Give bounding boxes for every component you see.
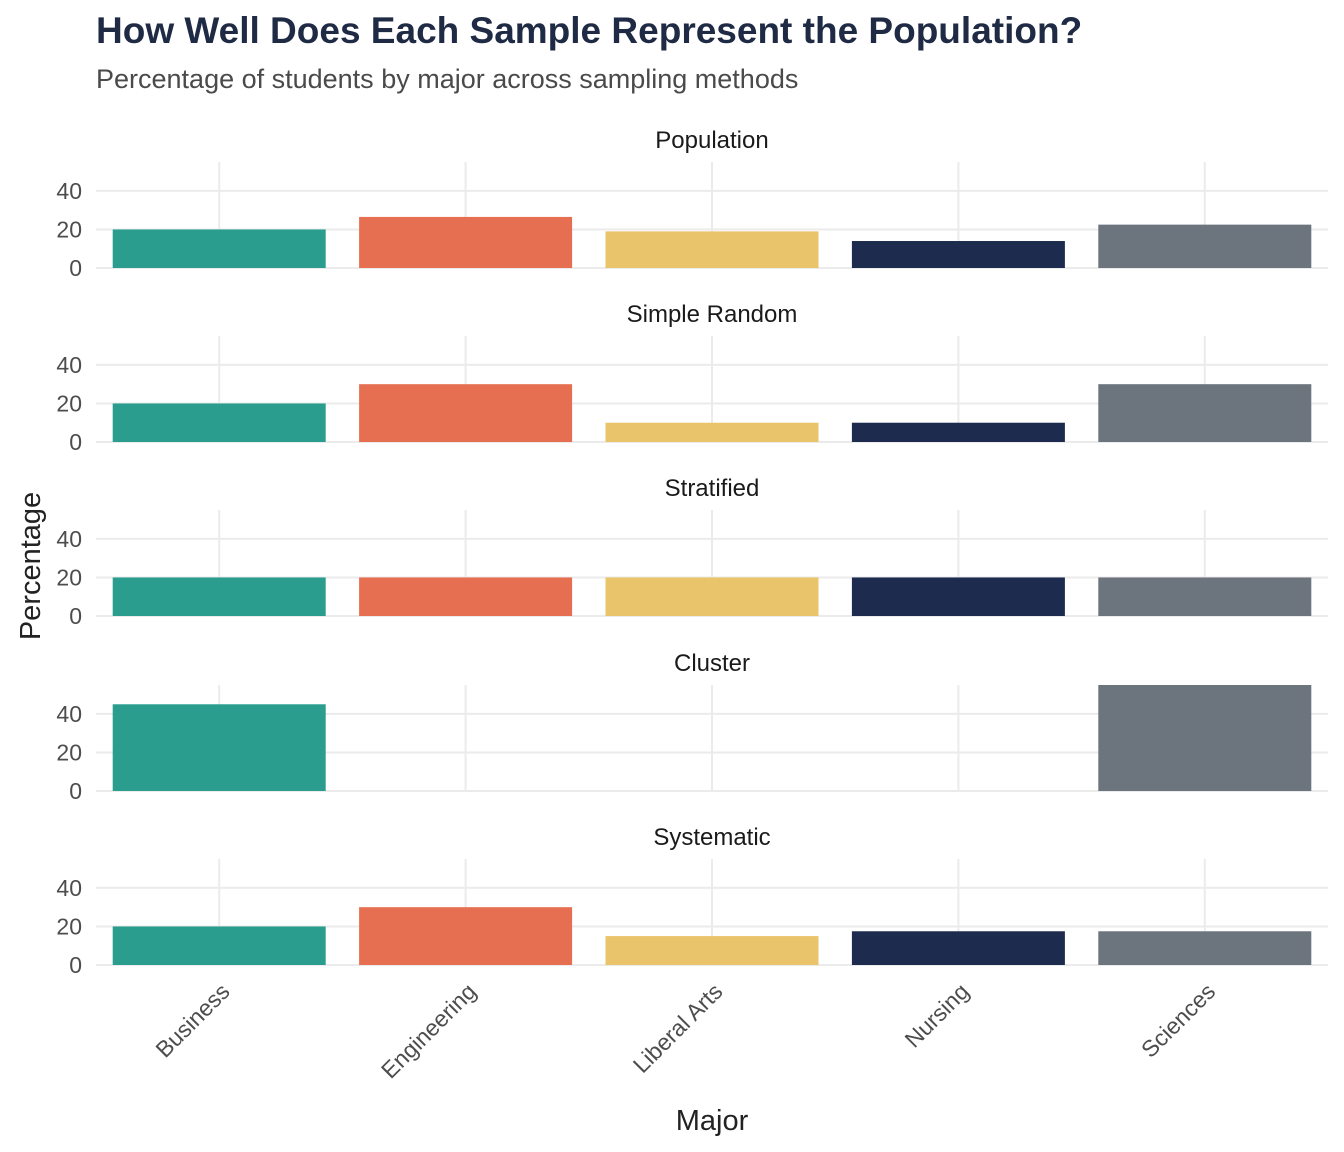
bar (851, 422, 1065, 442)
y-tick-label: 0 (69, 778, 82, 804)
facet-label: Systematic (653, 824, 770, 851)
bar (359, 577, 573, 616)
bar (359, 907, 573, 965)
chart-subtitle: Percentage of students by major across s… (96, 64, 799, 94)
y-tick-label: 20 (56, 564, 82, 590)
facet-panel: Population 0 20 40 (56, 127, 1328, 281)
y-axis-label: Percentage (15, 492, 47, 640)
y-tick-label: 40 (56, 352, 82, 378)
y-tick-label: 0 (69, 255, 82, 281)
y-tick-label: 0 (69, 429, 82, 455)
y-tick-label: 0 (69, 603, 82, 629)
bar (1098, 577, 1312, 616)
bar (1098, 224, 1312, 268)
facet-label: Population (655, 127, 768, 154)
y-tick-label: 20 (56, 913, 82, 939)
y-tick-label: 40 (56, 526, 82, 552)
bar (112, 229, 326, 268)
facet-label: Cluster (674, 650, 750, 677)
y-tick-label: 0 (69, 952, 82, 978)
bar (359, 216, 573, 268)
bar (605, 422, 819, 442)
y-tick-label: 20 (56, 216, 82, 242)
facet-label: Simple Random (627, 301, 798, 328)
x-axis-label: Major (676, 1105, 749, 1137)
facet-panel: Simple Random 0 20 40 (56, 301, 1328, 455)
bar (1098, 685, 1312, 791)
y-tick-label: 40 (56, 178, 82, 204)
bar (605, 936, 819, 965)
bar (851, 931, 1065, 965)
bar (1098, 931, 1312, 965)
bar (359, 384, 573, 442)
bar (605, 231, 819, 268)
x-tick-label: Liberal Arts (628, 978, 728, 1078)
x-tick-label: Business (150, 978, 234, 1062)
x-tick-labels: Business Engineering Liberal Arts Nursing Sc… (150, 978, 1220, 1083)
x-tick-label: Nursing (900, 978, 974, 1052)
x-tick-label: Engineering (376, 978, 481, 1083)
bar (851, 577, 1065, 616)
facet-panel: Cluster 0 20 40 (56, 650, 1328, 804)
y-tick-label: 20 (56, 739, 82, 765)
y-tick-label: 20 (56, 390, 82, 416)
chart-title: How Well Does Each Sample Represent the … (96, 10, 1083, 51)
y-tick-label: 40 (56, 875, 82, 901)
bar (112, 577, 326, 616)
bar (112, 704, 326, 791)
facet-label: Stratified (665, 475, 760, 502)
facet-panel: Systematic 0 20 40 (56, 824, 1328, 978)
bar (851, 241, 1065, 268)
y-tick-label: 40 (56, 701, 82, 727)
bar (1098, 384, 1312, 442)
bar (112, 403, 326, 442)
bar (605, 577, 819, 616)
bar (112, 926, 326, 965)
facet-panel: Stratified 0 20 40 (56, 475, 1328, 629)
x-tick-label: Sciences (1136, 978, 1220, 1062)
